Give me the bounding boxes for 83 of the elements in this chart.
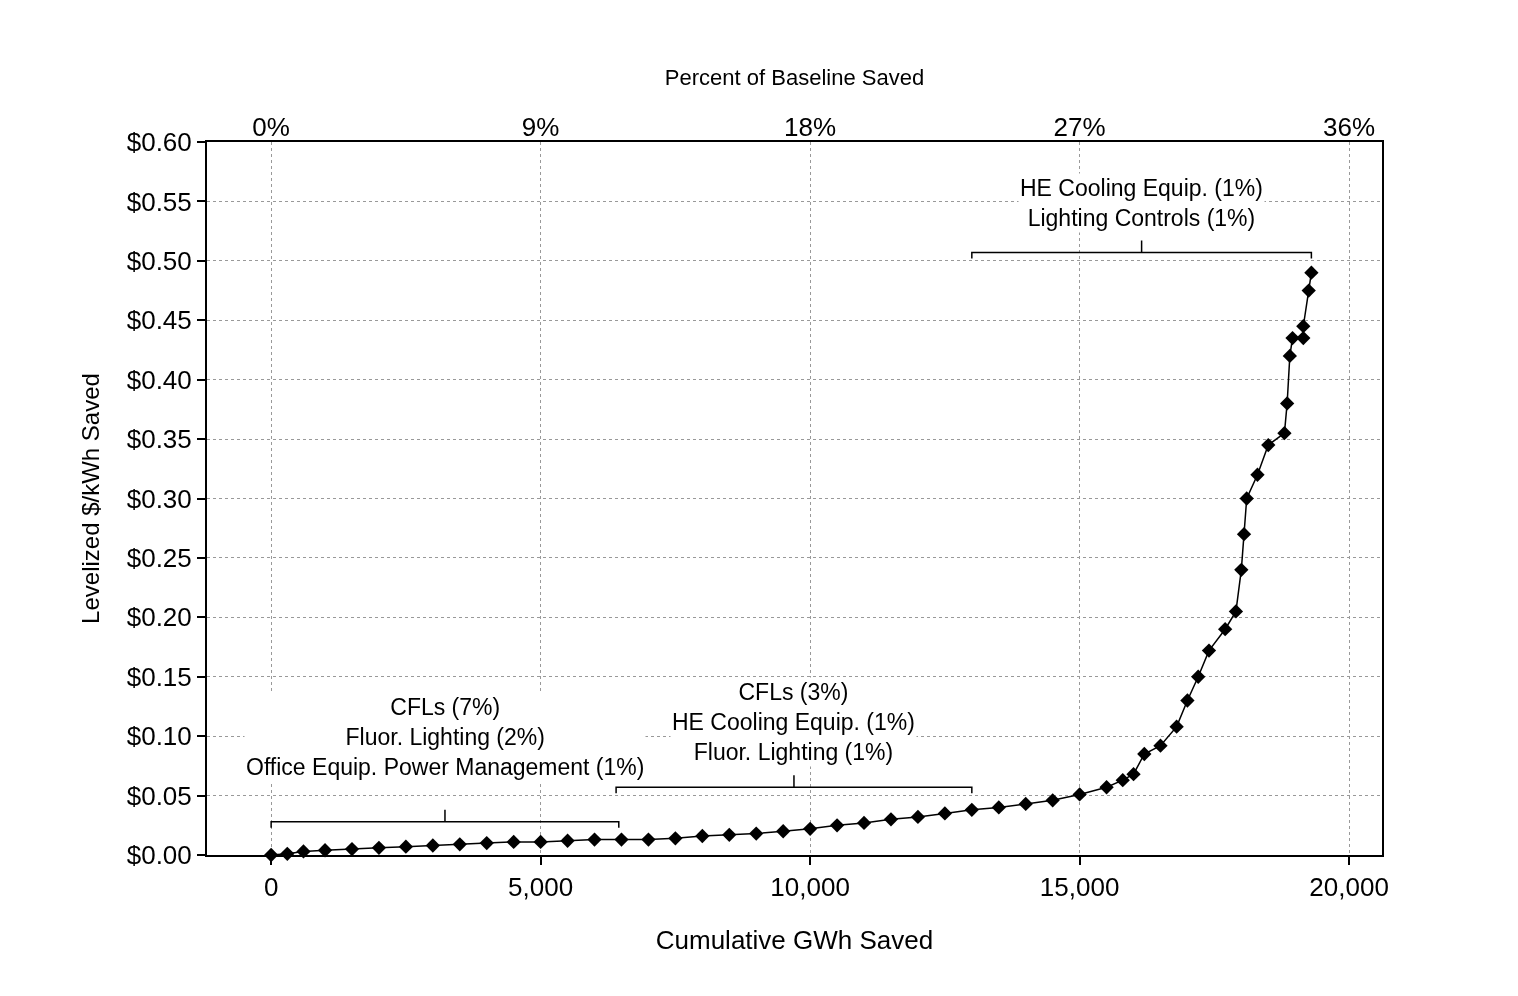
point xyxy=(1018,796,1033,812)
y-tick-label: $0.05 xyxy=(126,780,192,811)
point xyxy=(856,815,872,831)
point xyxy=(641,832,656,847)
point xyxy=(1285,330,1300,346)
y-tick-label: $0.15 xyxy=(126,661,192,692)
x-tick-label: 15,000 xyxy=(1039,872,1120,903)
y-tick-label: $0.35 xyxy=(126,424,192,455)
point xyxy=(1045,793,1060,808)
point xyxy=(296,844,311,859)
point xyxy=(1239,491,1254,506)
point xyxy=(1169,719,1184,734)
point xyxy=(991,800,1006,815)
point xyxy=(479,835,494,851)
point xyxy=(398,839,414,854)
y-tick-label: $0.10 xyxy=(126,721,192,752)
y-tick-label: $0.00 xyxy=(126,840,192,871)
x2-tick-label: 27% xyxy=(1053,111,1106,142)
annotation: CFLs (7%) Fluor. Lighting (2%) Office Equip. Power Management (1%) xyxy=(246,694,645,780)
point xyxy=(695,828,710,844)
point xyxy=(425,838,440,853)
point xyxy=(1228,604,1244,619)
y-tick-label: $0.30 xyxy=(126,483,192,514)
point xyxy=(614,832,629,847)
point xyxy=(506,834,521,850)
y-tick-label: $0.55 xyxy=(126,186,192,217)
x2-tick-label: 36% xyxy=(1323,111,1376,142)
point xyxy=(1236,527,1252,542)
x2-tick-label: 18% xyxy=(784,111,837,142)
point xyxy=(1250,467,1265,482)
point xyxy=(668,831,683,846)
point xyxy=(722,827,737,842)
y-tick-label: $0.50 xyxy=(126,245,192,276)
point xyxy=(964,802,979,817)
point xyxy=(829,818,845,833)
point xyxy=(1234,562,1249,577)
point xyxy=(1304,265,1319,280)
point xyxy=(587,832,602,847)
point xyxy=(1072,787,1087,802)
point xyxy=(1218,622,1233,637)
point xyxy=(1296,319,1311,334)
point xyxy=(1180,693,1195,708)
annotation: HE Cooling Equip. (1%) Lighting Controls (1%) xyxy=(1020,175,1263,231)
y-tick-label: $0.25 xyxy=(126,543,192,574)
x-tick-label: 0 xyxy=(263,872,279,903)
point xyxy=(1191,669,1206,684)
x-tick-label: 20,000 xyxy=(1309,872,1389,903)
y-axis-title: Levelized $/kWh Saved xyxy=(77,373,105,624)
point xyxy=(1277,425,1292,441)
annotation: CFLs (3%) HE Cooling Equip. (1%) Fluor. Lighting (1%) xyxy=(672,679,915,765)
point xyxy=(560,833,575,848)
point xyxy=(883,812,899,827)
point xyxy=(1099,780,1114,795)
point xyxy=(533,834,548,850)
point xyxy=(452,837,467,852)
point xyxy=(802,821,818,837)
point xyxy=(1201,643,1217,658)
point xyxy=(1137,746,1152,762)
point xyxy=(776,824,791,839)
point xyxy=(1115,772,1130,788)
point xyxy=(317,843,333,858)
y-tick-label: $0.40 xyxy=(126,364,192,395)
point xyxy=(937,806,953,821)
point xyxy=(1279,396,1295,411)
x-tick-label: 10,000 xyxy=(770,872,850,903)
x2-axis-title: Percent of Baseline Saved xyxy=(664,64,925,90)
point xyxy=(1282,348,1297,364)
point xyxy=(910,809,926,825)
x2-tick-label: 9% xyxy=(521,111,560,142)
point xyxy=(371,840,387,856)
point xyxy=(1301,283,1316,298)
x-axis-title: Cumulative GWh Saved xyxy=(655,925,934,956)
point xyxy=(749,826,764,841)
x-tick-label: 5,000 xyxy=(508,872,574,903)
point xyxy=(1261,437,1276,453)
point xyxy=(344,841,360,857)
point xyxy=(1126,767,1141,782)
point xyxy=(1153,738,1168,753)
y-tick-label: $0.60 xyxy=(126,127,192,158)
point xyxy=(1296,330,1311,346)
y-tick-label: $0.45 xyxy=(126,305,192,336)
y-tick-label: $0.20 xyxy=(126,602,192,633)
x2-tick-label: 0% xyxy=(252,111,290,142)
